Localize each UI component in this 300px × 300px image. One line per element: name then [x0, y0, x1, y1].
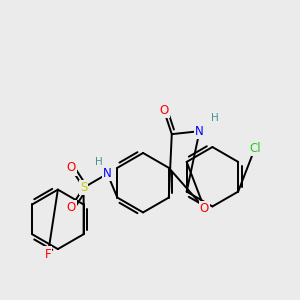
Text: O: O [200, 202, 209, 215]
Text: O: O [66, 161, 75, 174]
Text: H: H [94, 157, 102, 167]
Text: H: H [211, 113, 218, 123]
Text: O: O [159, 104, 169, 117]
Text: S: S [80, 181, 87, 194]
Text: Cl: Cl [249, 142, 261, 154]
Text: F: F [45, 248, 51, 260]
Text: O: O [66, 201, 75, 214]
Text: N: N [103, 167, 112, 180]
Text: N: N [195, 125, 204, 138]
